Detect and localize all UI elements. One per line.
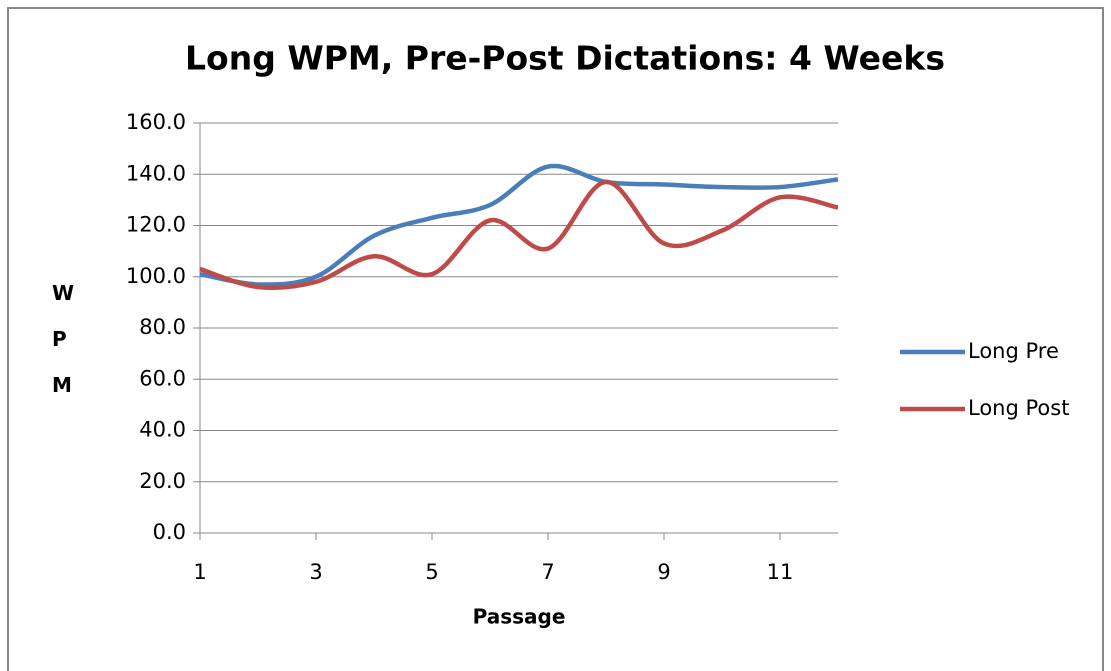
y-axis-label: WPM — [52, 281, 75, 397]
x-axis-label: Passage — [473, 605, 566, 629]
y-tick-label: 60.0 — [139, 366, 186, 390]
series-line — [199, 163, 839, 287]
y-tick-label: 120.0 — [126, 213, 186, 237]
x-tick-label: 7 — [541, 560, 554, 584]
y-tick-label: 20.0 — [139, 469, 186, 493]
y-tick-label: 160.0 — [126, 110, 186, 134]
x-tick-label: 1 — [193, 560, 206, 584]
x-tick-label: 5 — [425, 560, 438, 584]
chart-title: Long WPM, Pre-Post Dictations: 4 Weeks — [185, 39, 945, 78]
y-tick-label: 0.0 — [153, 520, 186, 544]
y-tick-label: 40.0 — [139, 418, 186, 442]
series-line — [199, 179, 839, 291]
y-tick-label: 100.0 — [126, 264, 186, 288]
legend-label: Long Post — [968, 396, 1069, 420]
y-tick-label: 80.0 — [139, 315, 186, 339]
x-tick-label: 3 — [309, 560, 322, 584]
chart-border — [7, 7, 1104, 671]
legend-label: Long Pre — [968, 339, 1059, 363]
x-tick-label: 11 — [767, 560, 794, 584]
y-tick-label: 140.0 — [126, 161, 186, 185]
x-tick-label: 9 — [657, 560, 670, 584]
